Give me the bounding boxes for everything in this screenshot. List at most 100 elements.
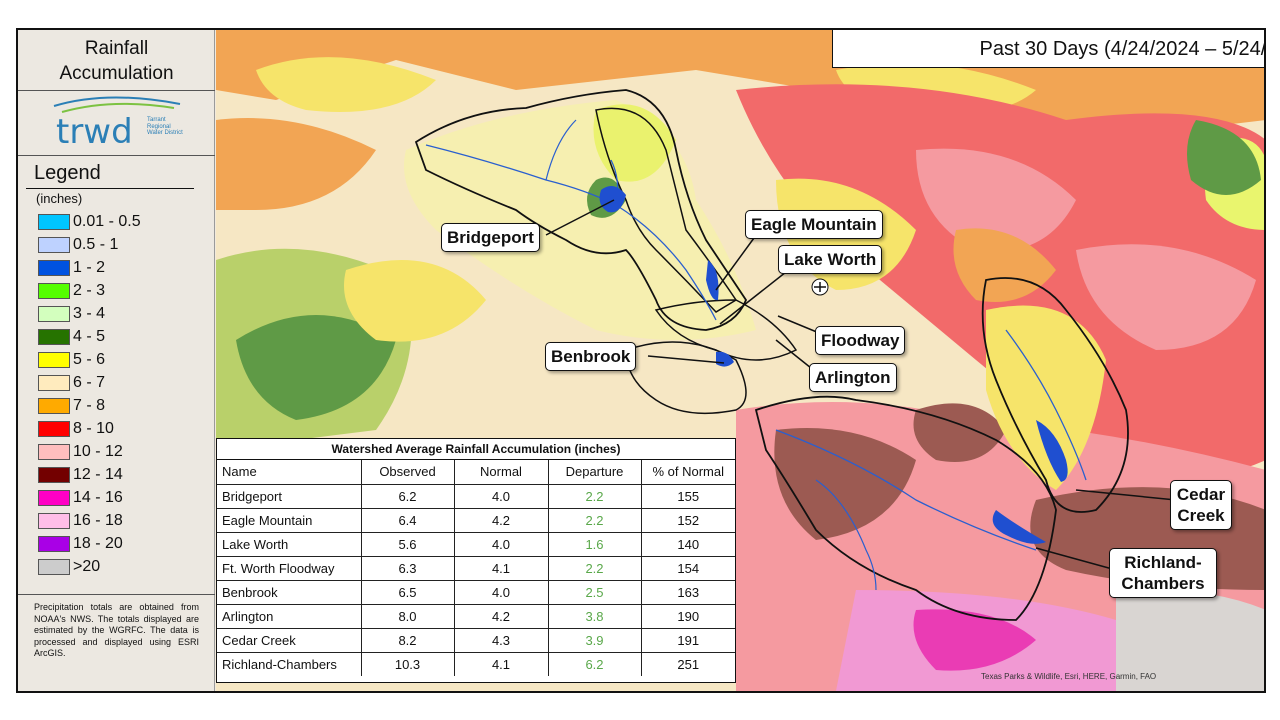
legend-units: (inches) [36, 191, 83, 206]
table-row: Arlington 8.0 4.2 3.8 190 [217, 604, 735, 629]
table-cell: Cedar Creek [217, 628, 362, 653]
table-cell: 4.1 [454, 652, 549, 676]
table-cell: Lake Worth [217, 532, 362, 557]
legend-title: Legend [34, 162, 101, 184]
table-cell: 152 [641, 508, 735, 533]
logo-swoosh-icon [53, 96, 181, 113]
legend-swatch [38, 375, 70, 391]
legend-swatch [38, 444, 70, 460]
legend-item: 16 - 18 [38, 511, 218, 531]
table-cell: 155 [641, 484, 735, 509]
table-cell: 4.3 [454, 628, 549, 653]
rainfall-map[interactable]: Past 30 Days (4/24/2024 – 5/24/2024) Bri… [216, 30, 1264, 691]
legend-label: 1 - 2 [73, 259, 106, 276]
callout-bridgeport: Bridgeport [441, 223, 540, 252]
table-title: Watershed Average Rainfall Accumulation … [217, 439, 735, 460]
table-cell: Bridgeport [217, 484, 362, 509]
column-header: % of Normal [641, 460, 735, 485]
legend-label: 7 - 8 [73, 397, 106, 414]
legend-label: 14 - 16 [73, 489, 123, 506]
callout-eagle-mountain: Eagle Mountain [745, 210, 883, 239]
legend-swatch [38, 421, 70, 437]
table-cell: 4.0 [454, 532, 549, 557]
table-row: Benbrook 6.5 4.0 2.5 163 [217, 580, 735, 605]
legend-label: 18 - 20 [73, 535, 123, 552]
legend-swatch [38, 536, 70, 552]
figure-frame: Rainfall Accumulation trwd Tarrant Regio… [16, 28, 1266, 693]
legend-item: 10 - 12 [38, 442, 218, 462]
table-row: Richland-Chambers 10.3 4.1 6.2 251 [217, 652, 735, 676]
table-cell: 2.5 [548, 580, 642, 605]
table-row: Ft. Worth Floodway 6.3 4.1 2.2 154 [217, 556, 735, 581]
watershed-rainfall-table: Watershed Average Rainfall Accumulation … [216, 438, 736, 683]
legend-swatch [38, 260, 70, 276]
legend-swatch [38, 237, 70, 253]
table-cell: 190 [641, 604, 735, 629]
legend-swatch [38, 398, 70, 414]
table-cell: 6.2 [548, 652, 642, 676]
legend-item: 6 - 7 [38, 373, 218, 393]
table-cell: 8.0 [361, 604, 455, 629]
legend-label: 6 - 7 [73, 374, 106, 391]
table-cell: Benbrook [217, 580, 362, 605]
legend-item: 5 - 6 [38, 350, 218, 370]
table-row: Lake Worth 5.6 4.0 1.6 140 [217, 532, 735, 557]
table-cell: 3.9 [548, 628, 642, 653]
legend-label: 10 - 12 [73, 443, 123, 460]
table-cell: 163 [641, 580, 735, 605]
legend-label: 4 - 5 [73, 328, 106, 345]
callout-floodway: Floodway [815, 326, 906, 355]
legend-label: 0.01 - 0.5 [73, 213, 141, 230]
legend-item: >20 [38, 557, 218, 577]
rainfall-raster [216, 30, 1264, 691]
callout-cedar-creek: Cedar Creek [1170, 480, 1232, 530]
legend-item: 2 - 3 [38, 281, 218, 301]
trwd-logo: trwd Tarrant Regional Water District [52, 94, 183, 152]
table-cell: 191 [641, 628, 735, 653]
table-cell: 6.2 [361, 484, 455, 509]
column-header: Departure [548, 460, 642, 485]
table-cell: 4.0 [454, 580, 549, 605]
table-cell: 5.6 [361, 532, 455, 557]
legend-label: 5 - 6 [73, 351, 106, 368]
legend-item: 4 - 5 [38, 327, 218, 347]
legend-swatch [38, 467, 70, 483]
legend-label: 3 - 4 [73, 305, 106, 322]
legend-swatch [38, 329, 70, 345]
legend-label: 8 - 10 [73, 420, 114, 437]
table-cell: 251 [677, 656, 700, 672]
divider [18, 155, 215, 156]
legend-label: >20 [73, 558, 101, 575]
panel-title-line1: Rainfall [84, 38, 149, 59]
table-cell: 6.4 [361, 508, 455, 533]
table-cell: 2.2 [548, 508, 642, 533]
table-cell: 6.5 [361, 580, 455, 605]
logo-subtitle: Tarrant Regional Water District [147, 117, 183, 136]
legend-swatch [38, 352, 70, 368]
callout-benbrook: Benbrook [545, 342, 637, 371]
legend-swatch [38, 214, 70, 230]
table-cell: 1.6 [548, 532, 642, 557]
table-cell: 4.2 [454, 508, 549, 533]
table-header-row: Name Observed Normal Departure % of Norm… [217, 460, 735, 485]
side-panel: Rainfall Accumulation trwd Tarrant Regio… [18, 30, 215, 691]
legend-item: 12 - 14 [38, 465, 218, 485]
legend-item: 0.01 - 0.5 [38, 212, 218, 232]
table-cell: 3.8 [548, 604, 642, 629]
legend-swatch [38, 559, 70, 575]
column-header: Normal [454, 460, 549, 485]
legend-underline [26, 188, 194, 189]
table-cell: 10.3 [361, 652, 455, 676]
legend-label: 16 - 18 [73, 512, 123, 529]
table-row: Eagle Mountain 6.4 4.2 2.2 152 [217, 508, 735, 533]
legend-item: 8 - 10 [38, 419, 218, 439]
legend-item: 3 - 4 [38, 304, 218, 324]
table-cell: Eagle Mountain [217, 508, 362, 533]
source-note: Precipitation totals are obtained from N… [34, 602, 199, 658]
table-cell: 4.2 [454, 604, 549, 629]
callout-richland-chambers: Richland-Chambers [1109, 548, 1217, 598]
table-cell: 4.0 [454, 484, 549, 509]
table-row: Bridgeport 6.2 4.0 2.2 155 [217, 484, 735, 509]
legend-swatch [38, 490, 70, 506]
legend-swatch [38, 306, 70, 322]
